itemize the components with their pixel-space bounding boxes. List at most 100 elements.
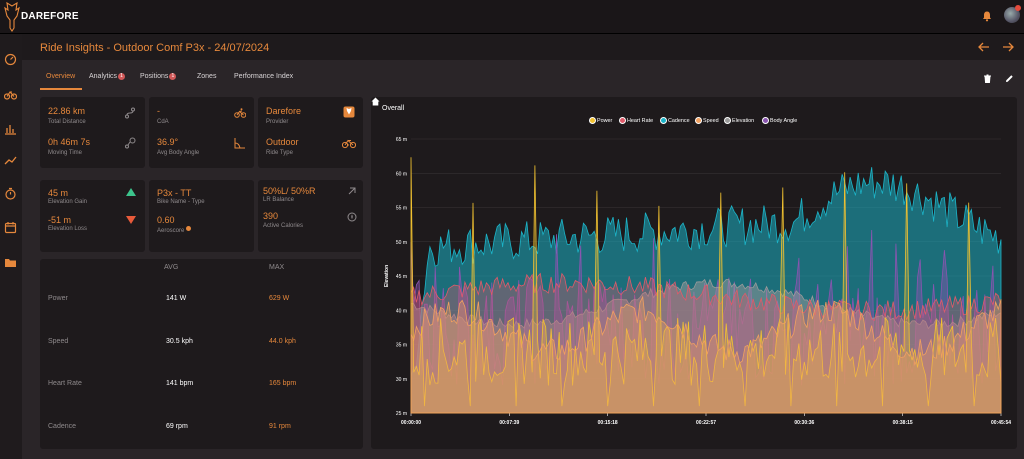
y-tick-label: 65 m	[396, 137, 407, 143]
bike-icon[interactable]	[4, 88, 17, 101]
cyclist-icon	[234, 108, 246, 118]
x-tick-label: 00:22:57	[696, 420, 716, 426]
legend-label: Elevation	[732, 117, 755, 124]
speed-series	[410, 295, 1002, 414]
tab-zones[interactable]: Zones	[197, 73, 216, 80]
legend-swatch	[695, 117, 702, 124]
triangle-down-icon	[126, 216, 136, 224]
dashboard-icon[interactable]	[4, 53, 17, 66]
bike-label: Bike Name - Type	[157, 199, 205, 205]
tab-active-indicator	[40, 88, 82, 90]
balance-icon	[348, 187, 356, 195]
trash-icon[interactable]	[983, 74, 992, 83]
edit-icon[interactable]	[1005, 74, 1014, 83]
darefore-logo-icon[interactable]	[4, 2, 20, 32]
bell-icon[interactable]	[981, 10, 993, 22]
arrow-right-icon[interactable]	[1002, 42, 1014, 52]
distance-value: 22.86 km	[48, 106, 86, 116]
elevation-gain-value: 45 m	[48, 188, 69, 198]
legend-swatch	[724, 117, 731, 124]
stats-table: AVG MAX Power 141 W 629 W Speed 30.5 kph…	[40, 259, 363, 449]
elevation-loss-value: -51 m	[48, 215, 72, 225]
legend-swatch	[589, 117, 596, 124]
route-time-icon	[125, 137, 136, 149]
notification-dot	[1015, 5, 1021, 11]
legend-speed[interactable]: Speed	[695, 117, 719, 124]
y-tick-label: 60 m	[396, 171, 407, 177]
provider-value: Darefore	[266, 106, 302, 116]
y-tick-label: 55 m	[396, 206, 407, 212]
elevation-card: 45 m Elevation Gain -51 m Elevation Loss	[40, 180, 145, 252]
arrow-left-icon[interactable]	[978, 42, 990, 52]
legend-body-angle[interactable]: Body Angle	[762, 117, 797, 124]
calories-icon	[347, 212, 357, 222]
header-max: MAX	[269, 264, 285, 271]
stopwatch-icon[interactable]	[4, 187, 17, 200]
aeroscore-value: 0.60	[157, 215, 175, 225]
provider-card: Darefore Provider Outdoor Ride Type	[258, 97, 363, 168]
lr-balance-label: LR Balance	[263, 197, 295, 203]
balance-card: 50%L/ 50%R LR Balance 390 Active Calorie…	[258, 180, 363, 252]
x-tick-label: 00:15:18	[598, 420, 618, 426]
ride-type-label: Ride Type	[266, 150, 293, 156]
distance-time-card: 22.86 km Total Distance 0h 46m 7s Moving…	[40, 97, 145, 168]
tab-overview-label: Overview	[46, 73, 76, 80]
bar-chart-icon[interactable]	[4, 122, 17, 135]
elevation-gain-label: Elevation Gain	[48, 199, 88, 205]
tab-positions-label: Positions	[140, 73, 169, 80]
chart-canvas[interactable]: 25 m 30 m 35 m 40 m 45 m 50 m 55 m 60 m 65 m 00:0…	[371, 97, 1017, 449]
lr-balance-value: 50%L/ 50%R	[263, 186, 316, 196]
power-series	[410, 157, 1002, 414]
side-nav	[0, 34, 22, 459]
tab-positions[interactable]: Positions 1	[140, 73, 177, 80]
trend-icon[interactable]	[4, 154, 17, 167]
row-label: Power	[48, 295, 68, 302]
home-icon[interactable]	[371, 97, 380, 106]
row-label: Speed	[48, 338, 69, 345]
user-avatar[interactable]	[1004, 7, 1020, 23]
calendar-icon[interactable]	[4, 221, 17, 234]
provider-label: Provider	[266, 119, 289, 125]
legend-power[interactable]: Power	[589, 117, 612, 124]
info-icon[interactable]	[186, 226, 192, 231]
legend-label: Speed	[703, 117, 719, 124]
y-tick-label: 25 m	[396, 411, 407, 417]
tab-performance-index-label: Performance Index	[234, 73, 294, 80]
legend-heart-rate[interactable]: Heart Rate	[619, 117, 653, 124]
legend-cadence[interactable]: Cadence	[660, 117, 690, 124]
x-tick-label: 00:38:15	[893, 420, 913, 426]
brand-name: DAREFORE	[21, 11, 79, 22]
folder-icon[interactable]	[4, 256, 17, 269]
row-avg: 141 W	[166, 295, 187, 302]
y-tick-label: 50 m	[396, 240, 407, 246]
top-bar: DAREFORE	[0, 0, 1024, 34]
page-title: Ride Insights - Outdoor Comf P3x - 24/07…	[40, 42, 270, 54]
darefore-provider-icon	[343, 106, 355, 118]
tab-bar: Overview Analytics 1 Positions 1 Zones Per…	[22, 60, 1024, 90]
y-axis-label: Elevation	[384, 265, 390, 287]
tab-overview[interactable]: Overview	[46, 73, 75, 80]
x-tick-label: 00:30:36	[794, 420, 814, 426]
y-tick-label: 35 m	[396, 343, 407, 349]
legend-label: Body Angle	[770, 117, 798, 124]
page-header: Ride Insights - Outdoor Comf P3x - 24/07…	[22, 34, 1024, 60]
y-tick-label: 45 m	[396, 274, 407, 280]
row-avg: 30.5 kph	[166, 338, 193, 345]
legend-label: Power	[597, 117, 613, 124]
tab-positions-badge: 1	[169, 73, 177, 80]
row-max: 44.0 kph	[269, 338, 296, 345]
cda-value: -	[157, 106, 160, 116]
row-avg: 141 bpm	[166, 380, 194, 387]
elevation-loss-label: Elevation Loss	[48, 226, 88, 232]
tab-analytics[interactable]: Analytics 1	[89, 73, 126, 80]
aeroscore-label: Aeroscore	[157, 226, 192, 234]
bike-card: P3x - TT Bike Name - Type 0.60 Aeroscore	[149, 180, 254, 252]
row-avg: 69 rpm	[166, 423, 188, 430]
moving-time-label: Moving Time	[48, 150, 83, 156]
tab-analytics-badge: 1	[118, 73, 126, 80]
legend-label: Heart Rate	[627, 117, 654, 124]
aeroscore-label-text: Aeroscore	[157, 228, 185, 234]
row-label: Cadence	[48, 423, 77, 430]
tab-performance-index[interactable]: Performance Index	[234, 73, 293, 80]
legend-elevation[interactable]: Elevation	[724, 117, 754, 124]
